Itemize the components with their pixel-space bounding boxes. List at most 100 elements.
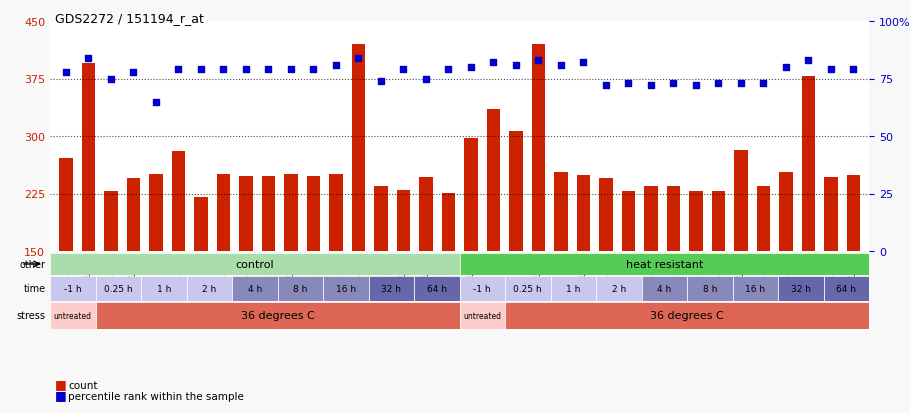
Bar: [464, 138, 478, 252]
Text: 32 h: 32 h: [791, 284, 811, 293]
Bar: [261, 176, 275, 252]
Text: 2 h: 2 h: [202, 284, 217, 293]
FancyBboxPatch shape: [369, 276, 414, 301]
Point: [779, 64, 794, 71]
FancyBboxPatch shape: [50, 254, 460, 275]
Bar: [666, 186, 680, 252]
Point: [599, 83, 613, 90]
Bar: [554, 173, 568, 252]
FancyBboxPatch shape: [505, 302, 869, 329]
Bar: [419, 177, 432, 252]
Point: [261, 67, 276, 74]
Bar: [82, 64, 95, 252]
Point: [216, 67, 230, 74]
Bar: [712, 192, 725, 252]
Text: 16 h: 16 h: [336, 284, 356, 293]
Text: 16 h: 16 h: [745, 284, 765, 293]
FancyBboxPatch shape: [460, 254, 869, 275]
Bar: [59, 159, 73, 252]
Text: 1 h: 1 h: [157, 284, 171, 293]
Bar: [329, 175, 342, 252]
FancyBboxPatch shape: [278, 276, 323, 301]
Text: other: other: [19, 259, 46, 269]
Point: [553, 62, 568, 69]
Bar: [104, 192, 117, 252]
Text: -1 h: -1 h: [473, 284, 491, 293]
Point: [733, 81, 748, 87]
FancyBboxPatch shape: [323, 276, 369, 301]
Text: control: control: [236, 259, 274, 269]
Text: 2 h: 2 h: [612, 284, 626, 293]
Bar: [487, 110, 501, 252]
Bar: [441, 193, 455, 252]
Bar: [509, 131, 522, 252]
Point: [396, 67, 410, 74]
Text: 64 h: 64 h: [427, 284, 447, 293]
Point: [194, 67, 208, 74]
Bar: [374, 186, 388, 252]
Bar: [846, 176, 860, 252]
Text: 0.25 h: 0.25 h: [104, 284, 133, 293]
Bar: [531, 45, 545, 252]
Bar: [217, 175, 230, 252]
FancyBboxPatch shape: [596, 276, 642, 301]
Text: 36 degrees C: 36 degrees C: [240, 311, 315, 321]
Point: [531, 58, 546, 64]
Text: 0.25 h: 0.25 h: [513, 284, 542, 293]
Bar: [689, 192, 703, 252]
Point: [801, 58, 815, 64]
FancyBboxPatch shape: [687, 276, 733, 301]
FancyBboxPatch shape: [505, 276, 551, 301]
Point: [711, 81, 725, 87]
FancyBboxPatch shape: [414, 276, 460, 301]
FancyBboxPatch shape: [642, 276, 687, 301]
Bar: [351, 45, 365, 252]
Point: [756, 81, 771, 87]
Bar: [172, 151, 185, 252]
Bar: [824, 177, 837, 252]
Point: [689, 83, 703, 90]
FancyBboxPatch shape: [50, 276, 96, 301]
Text: untreated: untreated: [54, 311, 92, 320]
FancyBboxPatch shape: [141, 276, 187, 301]
Point: [846, 67, 861, 74]
Point: [666, 81, 681, 87]
Text: untreated: untreated: [463, 311, 501, 320]
Point: [576, 60, 591, 66]
Text: 1 h: 1 h: [566, 284, 581, 293]
Point: [104, 76, 118, 83]
Bar: [149, 175, 163, 252]
Point: [486, 60, 501, 66]
Text: -1 h: -1 h: [64, 284, 82, 293]
FancyBboxPatch shape: [551, 276, 596, 301]
Point: [351, 55, 366, 62]
Text: 4 h: 4 h: [657, 284, 672, 293]
FancyBboxPatch shape: [460, 302, 505, 329]
Bar: [284, 175, 298, 252]
Bar: [194, 198, 207, 252]
FancyBboxPatch shape: [96, 302, 460, 329]
Bar: [802, 77, 815, 252]
Text: percentile rank within the sample: percentile rank within the sample: [68, 391, 244, 401]
Bar: [599, 179, 612, 252]
Text: 64 h: 64 h: [836, 284, 856, 293]
Text: GDS2272 / 151194_r_at: GDS2272 / 151194_r_at: [55, 12, 204, 25]
FancyBboxPatch shape: [232, 276, 278, 301]
Point: [238, 67, 253, 74]
Point: [509, 62, 523, 69]
Bar: [779, 173, 793, 252]
Point: [81, 55, 96, 62]
Point: [419, 76, 433, 83]
Bar: [126, 179, 140, 252]
Bar: [622, 192, 635, 252]
Bar: [577, 176, 590, 252]
Bar: [734, 150, 747, 252]
Text: ■: ■: [55, 377, 66, 390]
Text: 36 degrees C: 36 degrees C: [650, 311, 724, 321]
Point: [148, 99, 163, 106]
Point: [329, 62, 343, 69]
Point: [441, 67, 456, 74]
Text: heat resistant: heat resistant: [625, 259, 703, 269]
Point: [171, 67, 186, 74]
Text: 32 h: 32 h: [381, 284, 401, 293]
